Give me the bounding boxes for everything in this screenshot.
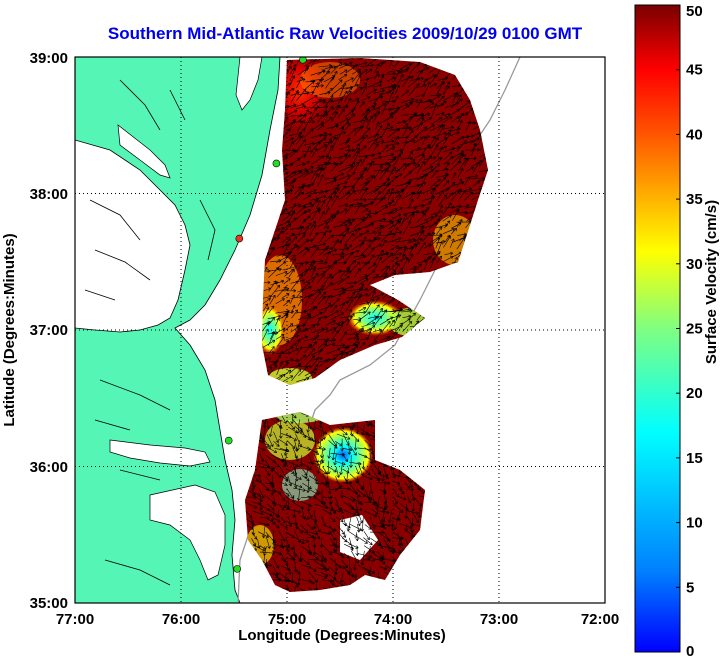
pamlico-sound	[149, 484, 226, 581]
x-tick-label: 75:00	[268, 611, 306, 628]
radar-station-marker	[235, 234, 244, 243]
y-tick-labels: 39:00 38:00 37:00 36:00 35:00	[30, 50, 68, 612]
y-tick-label: 37:00	[30, 322, 68, 339]
x-axis-label: Longitude (Degrees:Minutes)	[238, 627, 446, 644]
radar-station-marker	[272, 159, 281, 168]
plot-frame	[74, 56, 606, 604]
chesapeake-inlet	[117, 124, 171, 179]
colorbar-gradient	[634, 4, 681, 653]
colorbar-tick-label: 35	[686, 191, 703, 208]
colorbar-tick-label: 45	[686, 62, 703, 79]
colorbar-tick-label: 0	[686, 643, 694, 659]
radar-stations	[224, 57, 307, 573]
colorbar-tick-label: 30	[686, 256, 703, 273]
x-tick-label: 72:00	[581, 611, 619, 628]
colorbar-tick-label: 10	[686, 515, 703, 532]
colorbar-tick-label: 20	[686, 385, 703, 402]
radar-station-marker	[224, 436, 233, 445]
x-tick-label: 73:00	[480, 611, 518, 628]
y-tick-label: 36:00	[30, 459, 68, 476]
y-axis-label: Latitude (Degrees:Minutes)	[1, 233, 18, 426]
x-tick-label: 77:00	[56, 611, 94, 628]
colorbar-label: Surface Velocity (cm/s)	[703, 200, 720, 364]
colorbar-tick-label: 50	[686, 3, 703, 20]
coast-detail	[84, 79, 216, 586]
y-tick-label: 39:00	[30, 50, 68, 67]
colorbar-tick-label: 5	[686, 579, 694, 596]
y-tick-label: 38:00	[30, 186, 68, 203]
map-grid	[75, 57, 605, 603]
radar-station-marker	[233, 565, 241, 573]
colorbar-tick-label: 25	[686, 321, 703, 338]
colorbar-tick-label: 40	[686, 126, 703, 143]
x-tick-label: 76:00	[162, 611, 200, 628]
radar-station-marker	[299, 57, 307, 64]
x-tick-label: 74:00	[374, 611, 412, 628]
chart-title: Southern Mid-Atlantic Raw Velocities 200…	[108, 24, 583, 43]
colorbar: 0 5 10 15 20 25 30 35 40 45 50 Surface Velocity (c…	[634, 3, 720, 659]
x-tick-labels: 77:00 76:00 75:00 74:00 73:00 72:00	[56, 611, 619, 628]
velocity-field-north	[262, 58, 488, 385]
colorbar-ticks: 0 5 10 15 20 25 30 35 40 45 50	[676, 3, 703, 659]
colorbar-tick-label: 15	[686, 450, 703, 467]
albemarle-sound	[109, 439, 211, 467]
velocity-field-south	[245, 412, 425, 592]
delaware-bay	[235, 57, 263, 111]
plot-area	[75, 57, 605, 603]
y-tick-label: 35:00	[30, 595, 68, 612]
